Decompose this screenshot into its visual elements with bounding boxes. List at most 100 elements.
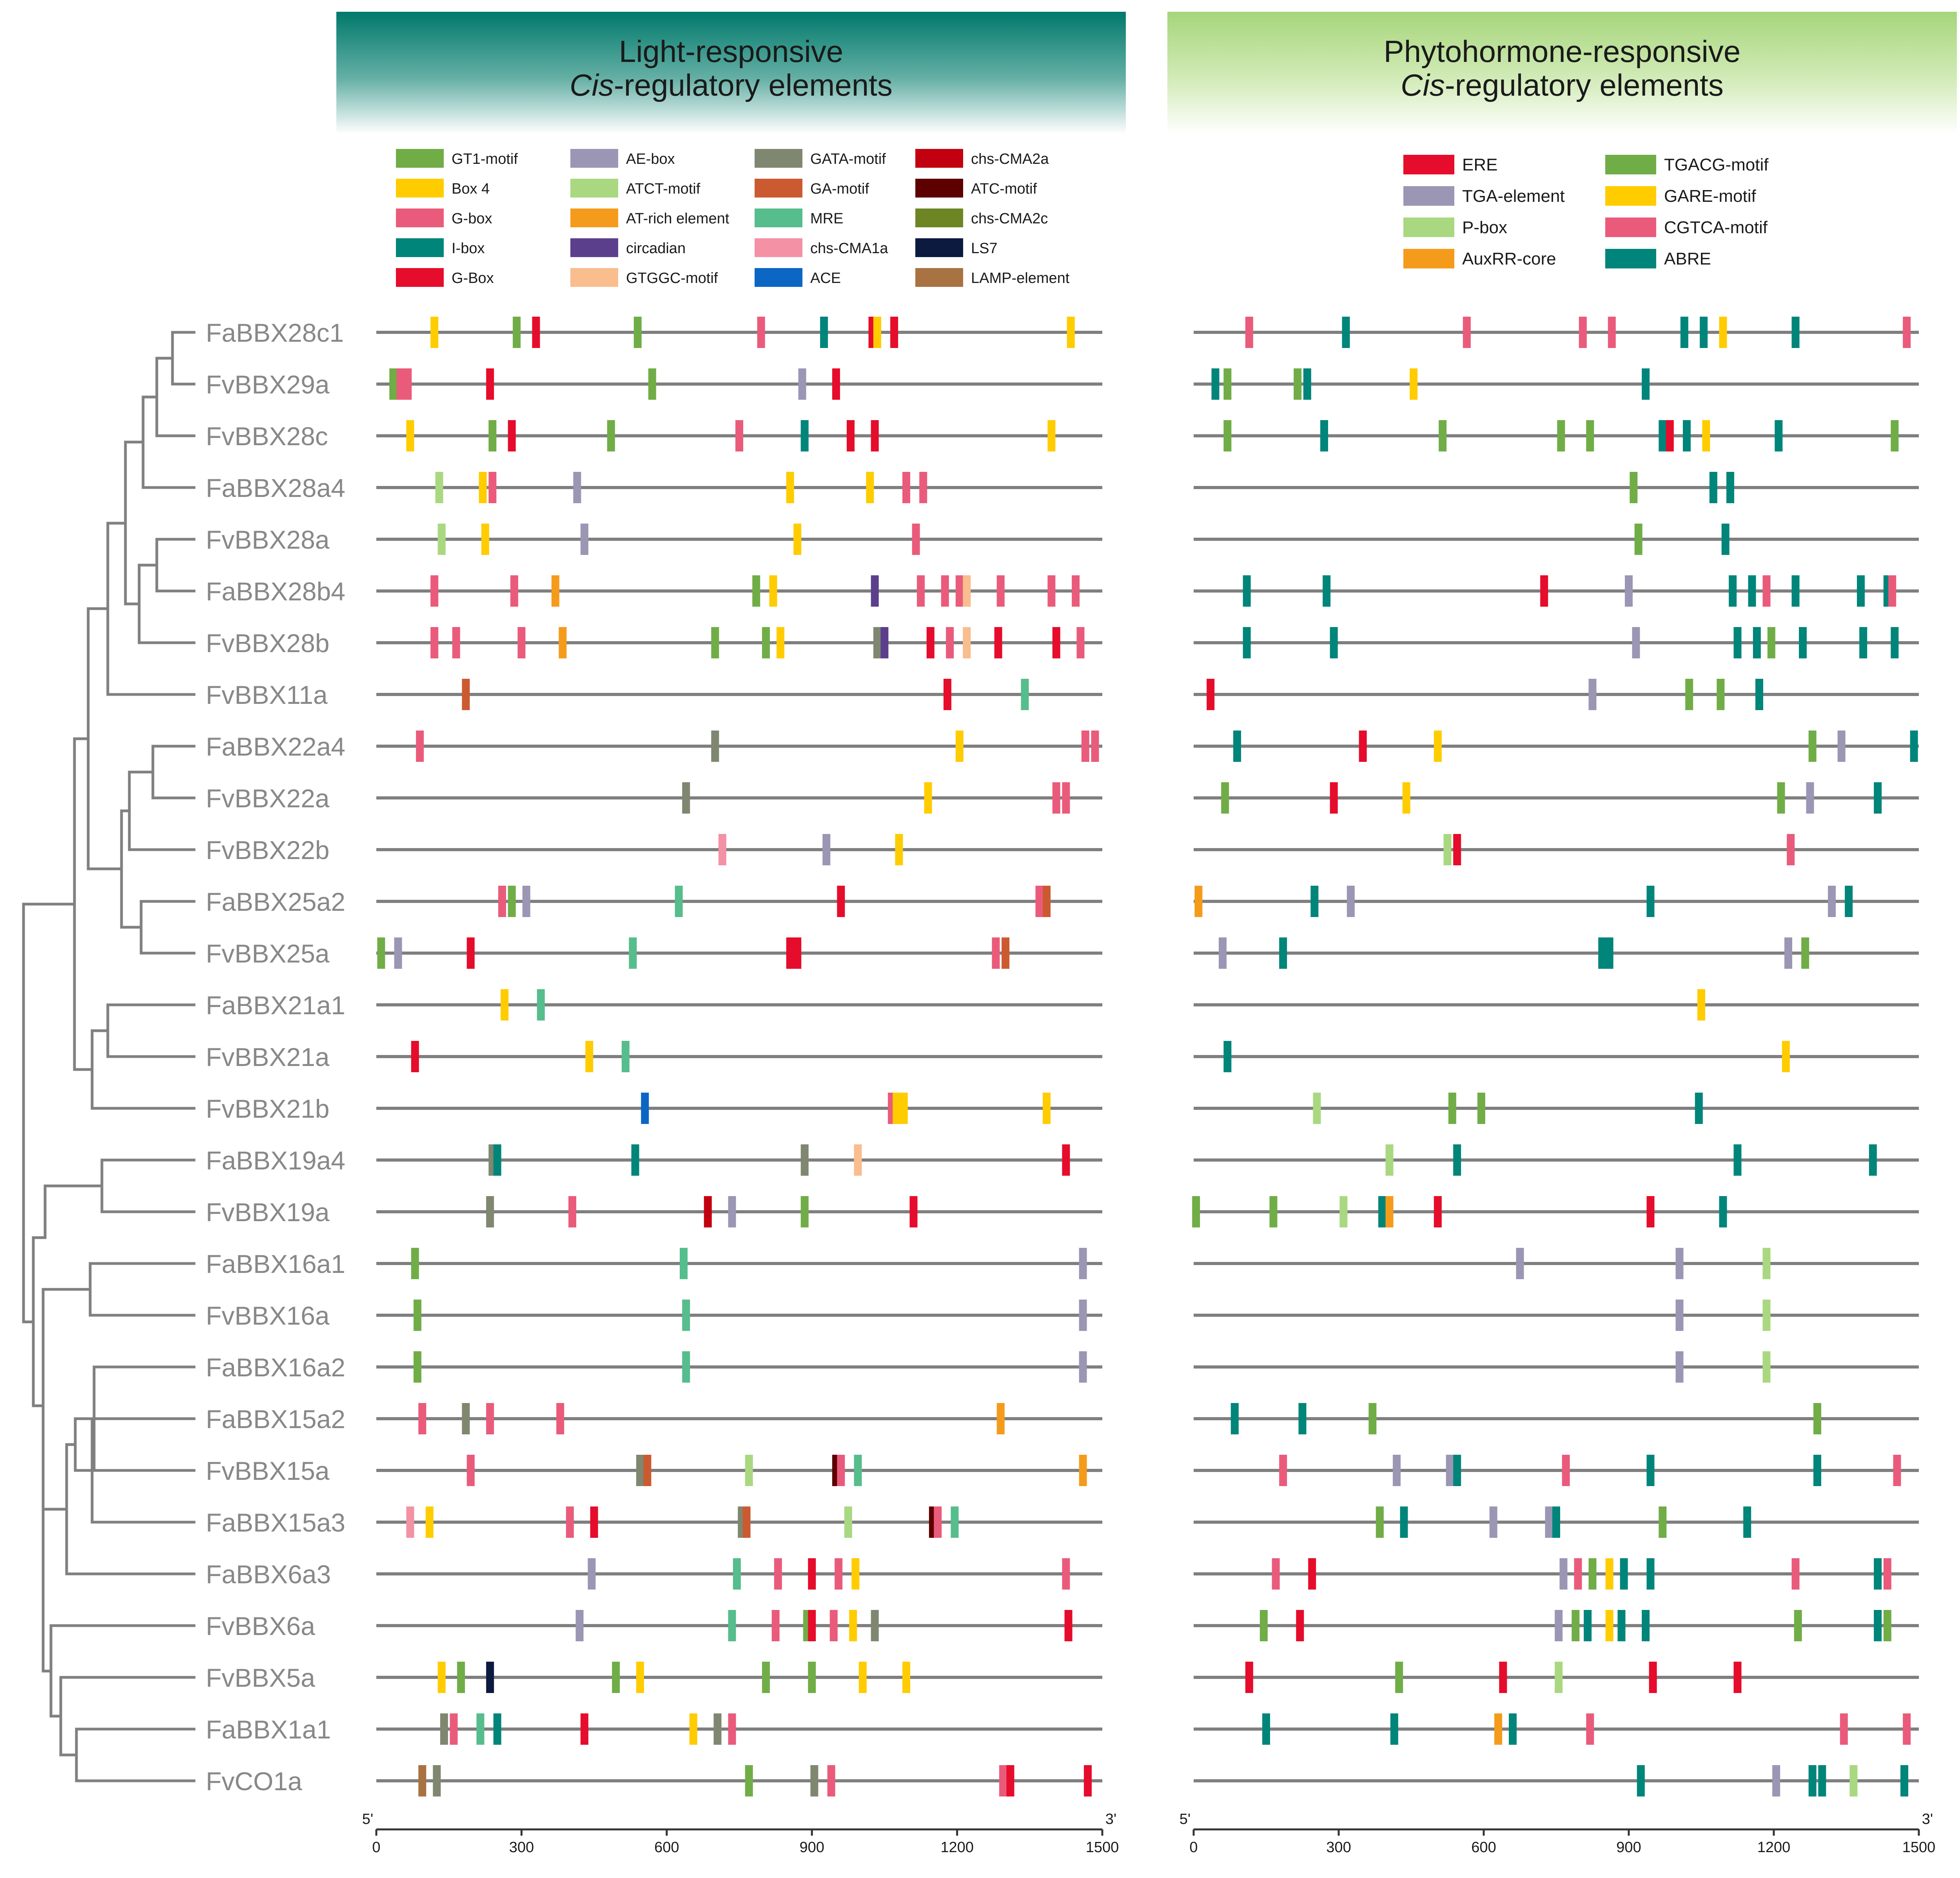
hormone-element-box [1646,1558,1655,1590]
hormone-subtitle: Cis-regulatory elements [1401,68,1724,102]
light-element-box [633,317,642,348]
hormone-element-box [1702,420,1710,451]
legend-swatch [570,238,618,257]
light-element-box [752,575,760,607]
gene-label: FvBBX16a [206,1301,330,1330]
hormone-element-box [1659,420,1667,451]
light-element-box [418,1403,426,1434]
legend-swatch [1605,249,1656,268]
legend-swatch [1605,155,1656,174]
gene-label: FvBBX21a [206,1042,330,1071]
light-element-box [636,1455,644,1486]
light-element-box [917,575,925,607]
hormone-element-box [1230,1403,1239,1434]
legend-label: LAMP-element [971,270,1070,286]
axis-tick-label: 900 [799,1839,824,1856]
legend-swatch [1403,218,1454,237]
gene-label: FaBBX15a2 [206,1405,345,1434]
gene-row: FaBBX16a2 [206,1351,1919,1383]
light-element-box [556,1403,564,1434]
gene-row: FvBBX19a [206,1196,1919,1227]
hormone-element-box [1695,1093,1703,1124]
hormone-element-box [1697,989,1705,1021]
gene-label: FvBBX21b [206,1094,330,1123]
light-element-box [774,1558,782,1590]
hormone-element-box [1463,317,1471,348]
hormone-element-box [1598,937,1606,969]
light-element-box [510,575,518,607]
legend-label: GTGGC-motif [626,270,718,286]
hormone-element-box [1313,1093,1321,1124]
axis-end-label: 3' [1105,1811,1116,1827]
light-element-box [808,1558,816,1590]
light-element-box [486,1662,494,1693]
gene-row: FvBBX15a [206,1455,1919,1486]
hormone-element-box [1632,627,1640,658]
hormone-element-box [1608,317,1616,348]
axis-tick-label: 0 [372,1839,380,1856]
hormone-element-box [1269,1196,1278,1227]
light-element-box [675,886,683,917]
hormone-element-box [1787,834,1795,865]
axis-tick-label: 1200 [1757,1839,1791,1856]
hormone-element-box [1323,575,1331,607]
light-element-box [895,834,903,865]
legend-swatch [1403,249,1454,268]
gene-row: FaBBX15a3 [206,1506,1919,1538]
light-element-box [873,627,881,658]
hormone-element-box [1675,1351,1684,1383]
light-element-box [566,1506,574,1538]
hormone-element-box [1308,1558,1316,1590]
legend-swatch [915,238,963,257]
axis-tick-label: 0 [1189,1839,1198,1856]
light-element-box [466,1455,475,1486]
legend-swatch [1605,186,1656,206]
light-element-box [476,1713,485,1745]
gene-row: FaBBX25a2 [206,886,1919,917]
light-element-box [682,782,690,814]
hormone-element-box [1891,420,1899,451]
light-element-box [851,1558,860,1590]
hormone-element-box [1434,731,1442,762]
light-element-box [418,1765,426,1796]
light-element-box [588,1558,596,1590]
hormone-element-box [1192,1196,1200,1227]
gene-label: FvBBX25a [206,939,330,968]
hormone-element-box [1557,420,1565,451]
hormone-element-box [1410,368,1418,400]
light-element-box [800,1196,809,1227]
hormone-element-box [1272,1558,1280,1590]
hormone-element-box [1303,368,1311,400]
legend-swatch [570,179,618,198]
hormone-element-box [1791,1558,1800,1590]
hormone-element-box [1859,627,1867,658]
gene-row: FvBBX29a [206,368,1919,400]
hormone-element-box [1559,1558,1568,1590]
hormone-element-box [1259,1610,1268,1641]
legend-label: MRE [810,210,843,227]
hormone-element-box [1883,1610,1891,1641]
hormone-element-box [1584,1610,1592,1641]
light-element-box [996,1403,1005,1434]
light-element-box [718,834,726,865]
light-element-box [745,1765,753,1796]
light-element-box [810,1765,818,1796]
hormone-element-box [1453,1455,1461,1486]
legend-label: GA-motif [810,181,869,197]
legend-label: AT-rich element [626,210,730,227]
light-element-box [846,420,855,451]
legend-label: circadian [626,240,686,257]
legend-label: G-box [452,210,492,227]
light-element-box [488,420,497,451]
gene-label: FvBBX22a [206,784,330,813]
light-element-box [880,627,889,658]
hormone-element-box [1245,1662,1253,1693]
hormone-element-box [1494,1713,1502,1745]
light-element-box [994,627,1002,658]
light-element-box [396,368,405,400]
legend-label: TGACG-motif [1664,155,1769,174]
light-element-box [488,472,497,503]
legend-label: GT1-motif [452,151,518,167]
gene-row: FaBBX21a1 [206,989,1919,1021]
legend-label: ABRE [1664,249,1711,268]
